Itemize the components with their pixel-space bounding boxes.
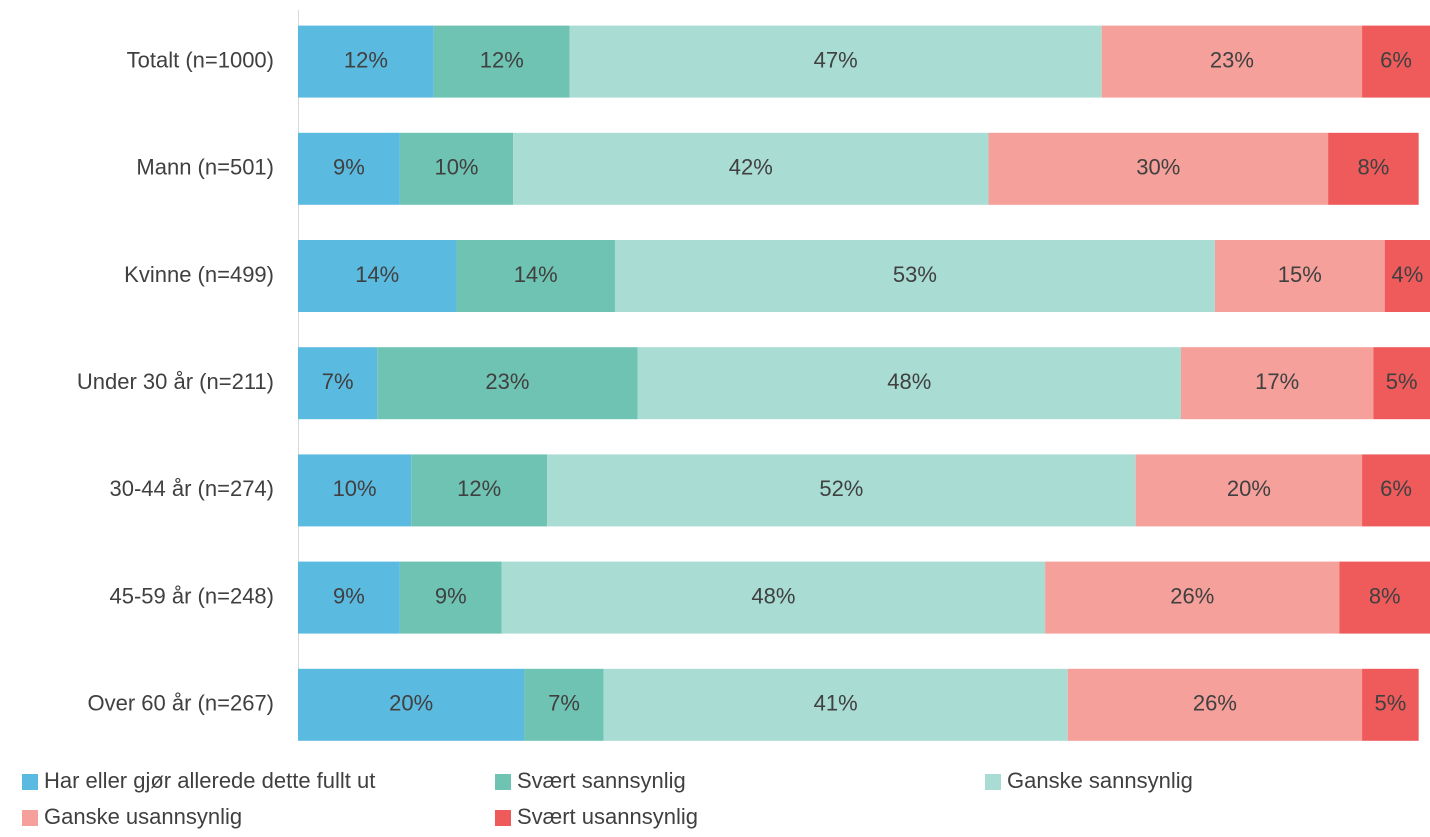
data-label: 14%	[355, 262, 399, 287]
data-label: 48%	[751, 583, 795, 608]
bar-segment	[513, 132, 989, 205]
y-tick-label: Under 30 år (n=211)	[77, 369, 274, 394]
data-label: 48%	[887, 369, 931, 394]
data-label: 47%	[814, 47, 858, 72]
data-label: 42%	[729, 155, 773, 180]
bar-segment	[1135, 454, 1363, 527]
data-label: 20%	[1227, 476, 1271, 501]
bar-segment	[399, 561, 502, 634]
legend-label: Svært usannsynlig	[517, 804, 698, 829]
legend-label: Svært sannsynlig	[517, 768, 686, 793]
y-tick-label: 45-59 år (n=248)	[110, 583, 275, 608]
bar-segment	[298, 668, 525, 741]
bar-segment	[399, 132, 514, 205]
y-tick-label: Totalt (n=1000)	[127, 47, 274, 72]
data-label: 14%	[514, 262, 558, 287]
y-tick-label: Mann (n=501)	[136, 155, 274, 180]
bar-segment	[501, 561, 1046, 634]
data-label: 7%	[548, 691, 580, 716]
bar-segment	[1214, 240, 1385, 312]
bar-segment	[433, 25, 570, 98]
bar-segment	[298, 347, 378, 420]
bar-segment	[1045, 561, 1340, 634]
bar-segment	[547, 454, 1136, 527]
data-label: 23%	[1210, 47, 1254, 72]
legend-swatch	[22, 774, 38, 790]
y-tick-label: Kvinne (n=499)	[124, 262, 274, 287]
data-label: 12%	[344, 47, 388, 72]
bar-segment	[1328, 132, 1419, 205]
data-label: 7%	[322, 369, 354, 394]
bar-segment	[298, 454, 412, 527]
bar-segment	[988, 132, 1329, 205]
data-label: 9%	[435, 583, 467, 608]
legend-swatch	[495, 774, 511, 790]
data-label: 6%	[1380, 47, 1412, 72]
data-label: 10%	[434, 155, 478, 180]
data-label: 23%	[485, 369, 529, 394]
bar-segment	[1362, 668, 1419, 741]
data-label: 5%	[1374, 691, 1406, 716]
bar-segment	[603, 668, 1068, 741]
data-label: 30%	[1136, 155, 1180, 180]
legend-label: Ganske sannsynlig	[1007, 768, 1193, 793]
bar-segment	[1373, 347, 1430, 420]
data-label: 10%	[333, 476, 377, 501]
data-label: 53%	[893, 262, 937, 287]
data-label: 5%	[1386, 369, 1418, 394]
data-label: 12%	[457, 476, 501, 501]
bar-segment	[456, 240, 615, 312]
y-tick-label: 30-44 år (n=274)	[110, 476, 275, 501]
bar-segment	[1180, 347, 1374, 420]
bar-segment	[298, 240, 457, 312]
data-label: 8%	[1358, 155, 1390, 180]
data-label: 17%	[1255, 369, 1299, 394]
legend-swatch	[22, 810, 38, 826]
bar-segment	[1067, 668, 1363, 741]
data-label: 9%	[333, 155, 365, 180]
data-label: 15%	[1278, 262, 1322, 287]
data-label: 4%	[1391, 262, 1423, 287]
bar-segment	[1339, 561, 1430, 634]
legend-label: Har eller gjør allerede dette fullt ut	[44, 768, 375, 793]
bar-segment	[1362, 454, 1430, 527]
legend-swatch	[495, 810, 511, 826]
legend-swatch	[985, 774, 1001, 790]
data-label: 52%	[819, 476, 863, 501]
bar-segment	[298, 132, 400, 205]
bar-segment	[569, 25, 1102, 98]
bar-segment	[637, 347, 1181, 420]
data-label: 41%	[814, 691, 858, 716]
bar-segment	[524, 668, 604, 741]
bar-segment	[1384, 240, 1430, 312]
data-label: 26%	[1170, 583, 1214, 608]
data-label: 12%	[480, 47, 524, 72]
bar-segment	[614, 240, 1215, 312]
data-label: 26%	[1193, 691, 1237, 716]
bar-segment	[411, 454, 548, 527]
bar-segment	[298, 25, 434, 98]
legend-label: Ganske usannsynlig	[44, 804, 242, 829]
bar-segment	[1362, 25, 1430, 98]
y-tick-label: Over 60 år (n=267)	[88, 691, 274, 716]
data-label: 6%	[1380, 476, 1412, 501]
bar-segment	[377, 347, 638, 420]
bar-segment	[1101, 25, 1363, 98]
data-label: 8%	[1369, 583, 1401, 608]
bar-segment	[298, 561, 400, 634]
data-label: 20%	[389, 691, 433, 716]
data-label: 9%	[333, 583, 365, 608]
